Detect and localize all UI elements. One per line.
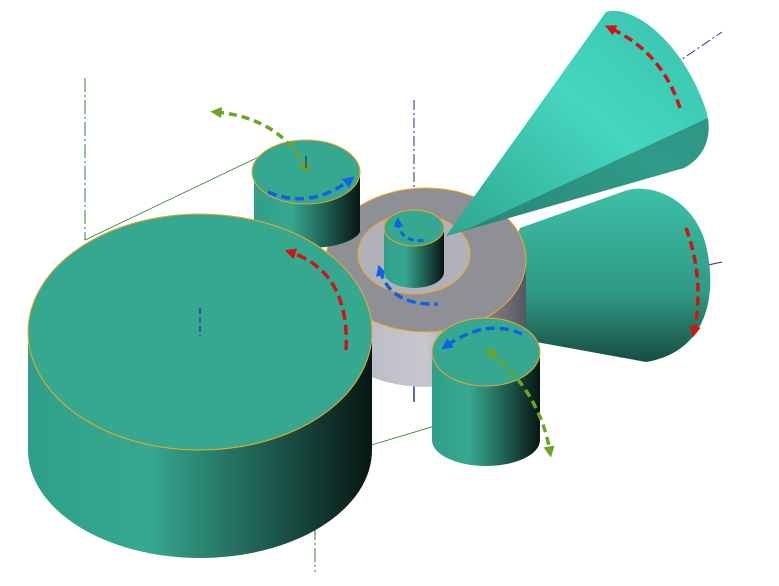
cone-upper [446,10,709,236]
cone-lower-body [509,188,711,362]
sun-gear-cylinder [383,209,445,288]
small-gear-bottom-cylinder [431,317,555,466]
sun-gear-top [383,209,445,247]
cone-lower [509,188,711,362]
small-gear-bottom-rotation-arrow [441,326,523,350]
large-gear-cylinder [27,213,373,558]
sun-gear-rotation-arrow [393,217,429,243]
small-gear-top-rotation-arrow [267,176,355,201]
axis-line-cone-upper [671,31,723,67]
axis-line-cone-lower [707,261,723,266]
large-gear-rotation-arrow [284,248,348,351]
cone-upper-shade [446,118,709,236]
small-gear-top-axis-arrow [210,106,309,173]
small-gear-top-face [251,139,361,205]
small-gear-bottom-axis-arrow [485,348,555,458]
ring-gear-rotation-arrow [376,264,439,306]
